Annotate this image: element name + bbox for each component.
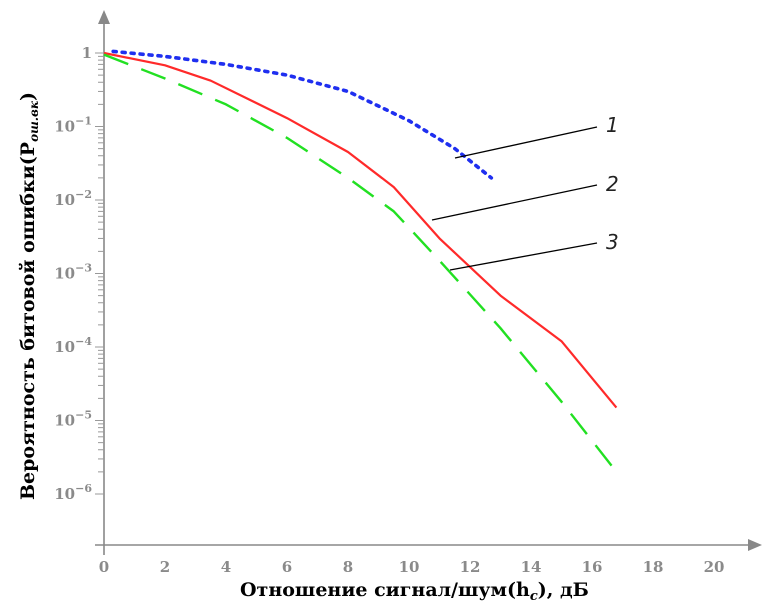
y-minor-ticks <box>95 52 104 495</box>
series-line-1 <box>111 49 494 180</box>
y-tick-label-1: 10−1 <box>54 115 92 136</box>
x-tick-label-12: 12 <box>460 558 481 576</box>
x-tick-label-18: 18 <box>643 558 664 576</box>
x-tick-label-14: 14 <box>521 558 542 576</box>
curve-label-2: 2 <box>606 172 619 196</box>
y-axis-arrow <box>98 10 110 24</box>
x-tick-label-10: 10 <box>399 558 420 576</box>
leader-line-3 <box>449 242 598 271</box>
y-tick-label-4: 10−4 <box>54 335 92 356</box>
series-line-2 <box>103 51 618 409</box>
x-tick-label-0: 0 <box>99 558 109 576</box>
y-tick-label-5: 10−5 <box>54 409 92 430</box>
axes <box>95 10 762 555</box>
y-tick-labels: 1 10−1 10−2 10−3 10−4 10−5 10−6 <box>54 44 92 503</box>
y-tick-label-2: 10−2 <box>54 188 92 209</box>
x-tick-label-2: 2 <box>160 558 170 576</box>
curve-label-1: 1 <box>606 113 619 137</box>
leader-line-1 <box>454 126 598 159</box>
x-axis-arrow <box>748 539 762 551</box>
x-tick-labels: 0 2 4 6 8 10 12 14 16 18 20 <box>99 558 725 576</box>
series-group <box>103 49 618 473</box>
x-axis-title: Отношение сигнал/шум(hc), дБ <box>240 579 589 604</box>
leader-line-2 <box>431 184 598 221</box>
series-line-3 <box>103 53 618 473</box>
y-tick-label-3: 10−3 <box>54 262 92 283</box>
x-tick-label-16: 16 <box>582 558 603 576</box>
x-tick-label-20: 20 <box>704 558 725 576</box>
x-tick-label-8: 8 <box>343 558 353 576</box>
y-axis-title: Вероятность битовой ошибки(Pош.вк) <box>17 92 41 500</box>
leader-lines <box>431 126 598 271</box>
x-tick-label-4: 4 <box>221 558 231 576</box>
curve-label-3: 3 <box>606 230 619 254</box>
y-tick-label-6: 10−6 <box>54 482 92 503</box>
x-tick-label-6: 6 <box>282 558 292 576</box>
y-tick-label-0: 1 <box>82 44 92 62</box>
